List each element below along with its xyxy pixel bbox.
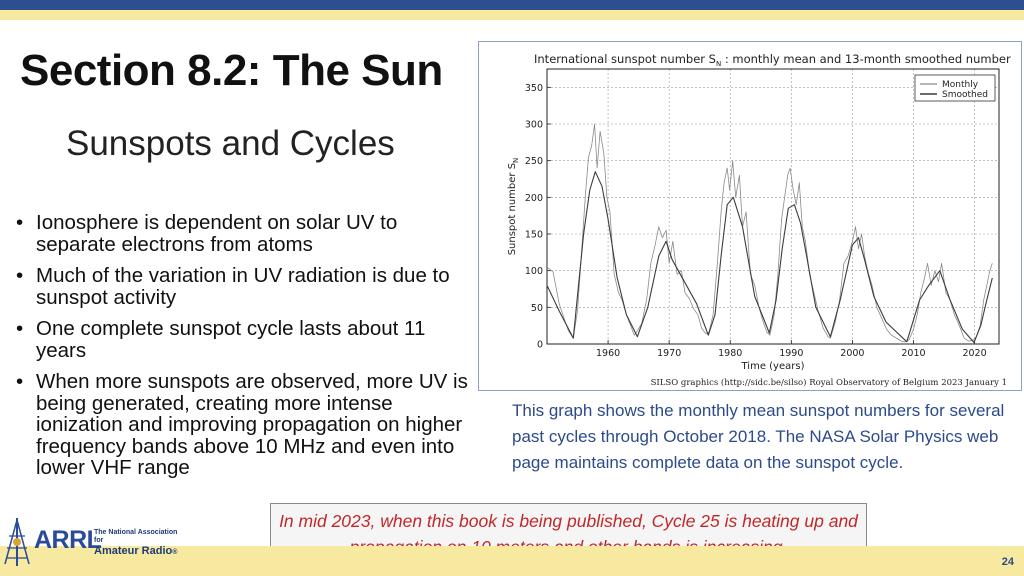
legend-entry: Monthly — [942, 80, 979, 90]
x-tick-label: 2000 — [840, 348, 864, 359]
chart-title: International sunspot number SN : monthl… — [534, 52, 1011, 68]
slide-subtitle: Sunspots and Cycles — [66, 124, 395, 163]
bullet-dot: • — [16, 211, 24, 234]
sunspot-chart: 1960 1970 1980 1990 2000 2010 2020 0 50 100 150 200… — [507, 52, 1011, 388]
x-tick-label: 1970 — [657, 348, 681, 359]
logo-registered-mark: ® — [172, 549, 178, 556]
y-tick-label: 250 — [525, 156, 543, 167]
y-tick-label: 0 — [537, 340, 543, 351]
logo-wordmark: ARRL — [34, 526, 102, 554]
top-accent-bar — [0, 0, 1024, 10]
bullet-list: • Ionosphere is dependent on solar UV to … — [14, 212, 474, 489]
bullet-text: One complete sunspot cycle lasts about 1… — [36, 317, 426, 362]
page-number: 24 — [1001, 556, 1014, 568]
y-tick-label: 50 — [531, 303, 543, 314]
legend-entry: Smoothed — [942, 90, 988, 100]
series-line-smoothed — [546, 171, 993, 344]
x-tick-label: 1960 — [596, 348, 620, 359]
bullet-dot: • — [16, 317, 24, 340]
y-tick-label: 300 — [525, 120, 543, 131]
logo-tagline-line1: The National Association for — [94, 529, 178, 544]
x-axis-label: Time (years) — [741, 361, 805, 372]
x-tick-label: 1990 — [779, 348, 803, 359]
arrl-logo: ARRL The National Association for Amateu… — [2, 516, 182, 570]
bullet-text: When more sunspots are observed, more UV… — [36, 370, 468, 479]
chart-credit: SILSO graphics (http://sidc.be/silso) Ro… — [651, 377, 1007, 388]
top-yellow-band — [0, 10, 1024, 20]
bullet-item: • One complete sunspot cycle lasts about … — [14, 318, 474, 361]
slide-title: Section 8.2: The Sun — [20, 46, 443, 95]
y-tick-label: 100 — [525, 266, 543, 277]
logo-tagline-line2: Amateur Radio — [94, 545, 173, 557]
legend-box — [914, 74, 996, 102]
logo-tagline: The National Association for Amateur Rad… — [94, 529, 182, 557]
x-tick-label: 1980 — [718, 348, 742, 359]
bullet-text: Much of the variation in UV radiation is… — [36, 264, 450, 309]
bottom-yellow-band — [0, 546, 1024, 576]
y-tick-label: 200 — [525, 193, 543, 204]
y-tick-label: 350 — [525, 83, 543, 94]
sunspot-chart-frame: 1960 1970 1980 1990 2000 2010 2020 0 50 100 150 200… — [478, 41, 1022, 391]
series-line-monthly — [546, 123, 993, 343]
x-tick-label: 2020 — [962, 348, 986, 359]
bullet-item: • Ionosphere is dependent on solar UV to … — [14, 212, 474, 255]
y-tick-label: 150 — [525, 230, 543, 241]
bullet-dot: • — [16, 370, 24, 393]
bullet-text: Ionosphere is dependent on solar UV to s… — [36, 211, 398, 256]
y-axis-label: Sunspot number SN — [507, 158, 520, 256]
plot-area-border — [546, 68, 1000, 345]
bullet-item: • Much of the variation in UV radiation i… — [14, 265, 474, 308]
x-tick-label: 2010 — [901, 348, 925, 359]
antenna-icon — [4, 518, 30, 566]
bullet-item: • When more sunspots are observed, more U… — [14, 371, 474, 479]
bullet-dot: • — [16, 264, 24, 287]
chart-caption: This graph shows the monthly mean sunspo… — [512, 401, 1005, 472]
